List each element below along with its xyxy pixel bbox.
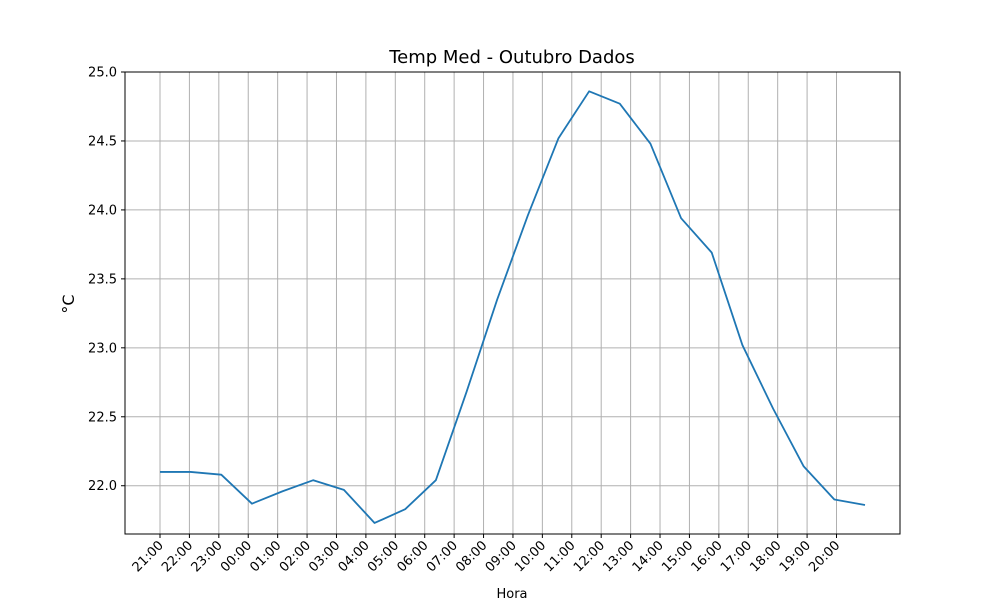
chart-title: Temp Med - Outubro Dados [388, 47, 635, 68]
y-tick-label: 23.5 [88, 272, 117, 287]
series-line [160, 90, 866, 524]
y-tick-label: 24.0 [88, 203, 117, 218]
x-axis-title: Hora [496, 587, 527, 600]
y-axis-title: °C [59, 294, 78, 313]
y-tick-label: 22.5 [88, 410, 117, 425]
y-tick-label: 25.0 [88, 66, 117, 81]
y-tick-label: 23.0 [88, 341, 117, 356]
y-tick-label: 22.0 [88, 479, 117, 494]
y-axis-ticks: 22.0 22.5 23.0 23.5 24.0 24.5 25.0 [88, 66, 125, 494]
series-layer [160, 90, 866, 524]
y-tick-label: 24.5 [88, 134, 117, 149]
